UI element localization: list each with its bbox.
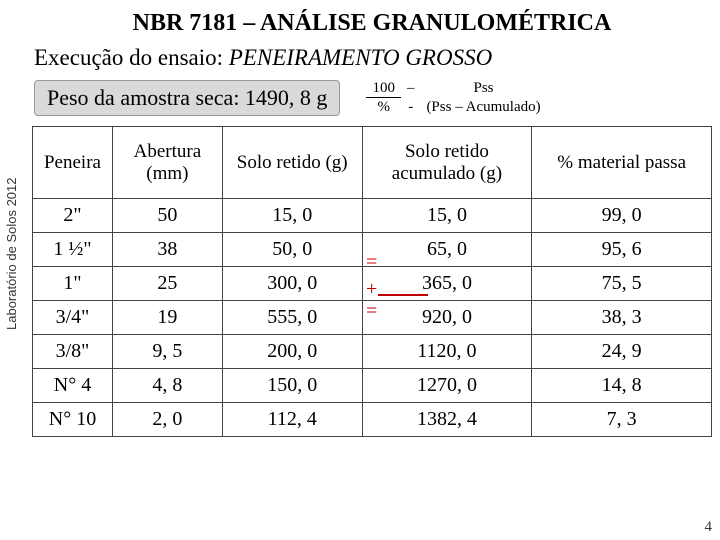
info-row: Peso da amostra seca: 1490, 8 g 100 – Ps…	[28, 79, 716, 116]
formula-top-right: Pss	[420, 79, 546, 98]
table-cell: 3/4"	[33, 301, 113, 335]
table-cell: 75, 5	[532, 267, 712, 301]
table-cell: 9, 5	[112, 335, 222, 369]
side-label: Laboratório de Solos 2012	[4, 177, 19, 330]
table-cell: 365, 0	[362, 267, 532, 301]
table-cell: 15, 0	[362, 199, 532, 233]
subtitle-prefix: Execução do ensaio:	[34, 45, 223, 70]
table-cell: 1120, 0	[362, 335, 532, 369]
table-cell: 95, 6	[532, 233, 712, 267]
table-cell: 24, 9	[532, 335, 712, 369]
col-header: Abertura (mm)	[112, 127, 222, 199]
table-cell: 920, 0	[362, 301, 532, 335]
subtitle-emphasis: PENEIRAMENTO GROSSO	[229, 45, 492, 70]
formula-top-left: 100	[366, 79, 401, 98]
table-cell: 112, 4	[222, 403, 362, 437]
col-header: Solo retido (g)	[222, 127, 362, 199]
table-cell: 300, 0	[222, 267, 362, 301]
table-cell: 65, 0	[362, 233, 532, 267]
table-cell: 14, 8	[532, 369, 712, 403]
table-cell: 50, 0	[222, 233, 362, 267]
table-cell: 19	[112, 301, 222, 335]
col-header: % material passa	[532, 127, 712, 199]
formula-bot-right: (Pss – Acumulado)	[420, 98, 546, 117]
col-header: Peneira	[33, 127, 113, 199]
table-cell: 3/8"	[33, 335, 113, 369]
formula-block: 100 – Pss % - (Pss – Acumulado)	[366, 79, 546, 116]
table-cell: 38	[112, 233, 222, 267]
table-cell: N° 4	[33, 369, 113, 403]
table-row: N° 44, 8150, 01270, 014, 8	[33, 369, 712, 403]
table-cell: 1"	[33, 267, 113, 301]
table-cell: 2, 0	[112, 403, 222, 437]
table-cell: 2"	[33, 199, 113, 233]
page-title: NBR 7181 – ANÁLISE GRANULOMÉTRICA	[28, 4, 716, 43]
table-cell: 200, 0	[222, 335, 362, 369]
table-cell: 1 ½"	[33, 233, 113, 267]
table-row: 2"5015, 015, 099, 0	[33, 199, 712, 233]
table-cell: N° 10	[33, 403, 113, 437]
formula-bot-left: %	[366, 98, 401, 117]
table-cell: 4, 8	[112, 369, 222, 403]
formula-top-dash: –	[401, 79, 421, 98]
table-cell: 1270, 0	[362, 369, 532, 403]
table-cell: 7, 3	[532, 403, 712, 437]
slide-number: 4	[705, 519, 713, 536]
slide-page: NBR 7181 – ANÁLISE GRANULOMÉTRICA Execuç…	[28, 4, 716, 536]
col-header: Solo retido acumulado (g)	[362, 127, 532, 199]
table-cell: 38, 3	[532, 301, 712, 335]
table-row: 3/8"9, 5200, 01120, 024, 9	[33, 335, 712, 369]
table-cell: 1382, 4	[362, 403, 532, 437]
table-row: N° 102, 0112, 41382, 47, 3	[33, 403, 712, 437]
table-cell: 25	[112, 267, 222, 301]
data-table: PeneiraAbertura (mm)Solo retido (g)Solo …	[32, 126, 712, 437]
table-cell: 150, 0	[222, 369, 362, 403]
subtitle: Execução do ensaio: PENEIRAMENTO GROSSO	[28, 43, 716, 79]
table-cell: 555, 0	[222, 301, 362, 335]
formula-bot-dash: -	[401, 98, 421, 117]
table-cell: 99, 0	[532, 199, 712, 233]
table-row: 1 ½"3850, 065, 095, 6	[33, 233, 712, 267]
table-row: 1"25300, 0365, 075, 5	[33, 267, 712, 301]
table-row: 3/4"19555, 0920, 038, 3	[33, 301, 712, 335]
table-cell: 15, 0	[222, 199, 362, 233]
table-cell: 50	[112, 199, 222, 233]
sample-weight-box: Peso da amostra seca: 1490, 8 g	[34, 80, 340, 116]
